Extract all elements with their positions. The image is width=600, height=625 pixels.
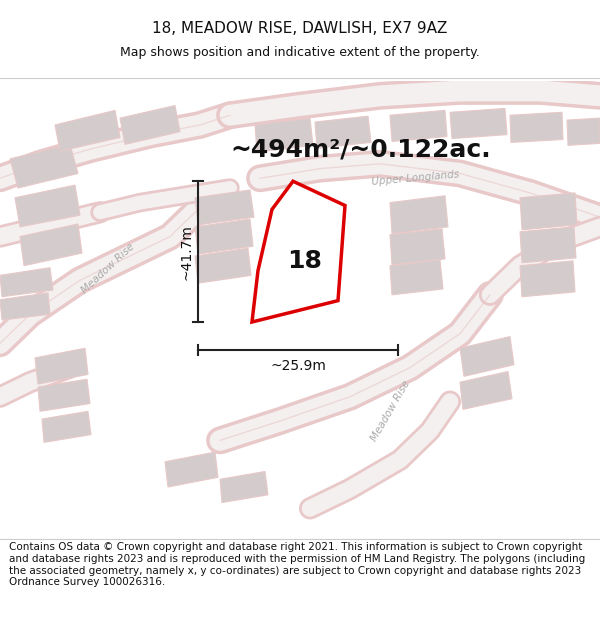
Polygon shape [15, 185, 80, 227]
Polygon shape [35, 348, 88, 384]
Polygon shape [220, 471, 268, 502]
Polygon shape [390, 196, 448, 234]
Polygon shape [10, 144, 78, 188]
Polygon shape [252, 181, 345, 322]
Text: ~41.7m: ~41.7m [179, 224, 193, 279]
Text: ~25.9m: ~25.9m [270, 359, 326, 372]
Polygon shape [195, 219, 253, 254]
Polygon shape [55, 111, 120, 151]
Polygon shape [390, 260, 443, 295]
Polygon shape [0, 268, 53, 297]
Polygon shape [460, 371, 512, 409]
Polygon shape [120, 106, 180, 144]
Polygon shape [520, 261, 575, 297]
Polygon shape [390, 229, 445, 265]
Text: 18: 18 [287, 249, 322, 273]
Polygon shape [255, 118, 313, 152]
Polygon shape [510, 112, 563, 142]
Polygon shape [450, 108, 507, 139]
Text: ~494m²/~0.122ac.: ~494m²/~0.122ac. [230, 138, 491, 161]
Text: Contains OS data © Crown copyright and database right 2021. This information is : Contains OS data © Crown copyright and d… [9, 542, 585, 588]
Polygon shape [38, 379, 90, 411]
Polygon shape [0, 293, 50, 320]
Text: Meadow Rise: Meadow Rise [368, 379, 412, 443]
Polygon shape [165, 452, 218, 487]
Text: Map shows position and indicative extent of the property.: Map shows position and indicative extent… [120, 46, 480, 59]
Polygon shape [195, 190, 254, 225]
Polygon shape [520, 193, 577, 230]
Text: 18, MEADOW RISE, DAWLISH, EX7 9AZ: 18, MEADOW RISE, DAWLISH, EX7 9AZ [152, 21, 448, 36]
Polygon shape [195, 248, 251, 283]
Polygon shape [42, 411, 91, 442]
Polygon shape [390, 111, 447, 141]
Polygon shape [315, 116, 371, 148]
Text: Upper Longlands: Upper Longlands [371, 169, 459, 187]
Polygon shape [460, 336, 514, 376]
Polygon shape [520, 227, 576, 262]
Text: Meadow Rise: Meadow Rise [80, 242, 136, 296]
Polygon shape [567, 118, 600, 146]
Polygon shape [20, 224, 82, 266]
